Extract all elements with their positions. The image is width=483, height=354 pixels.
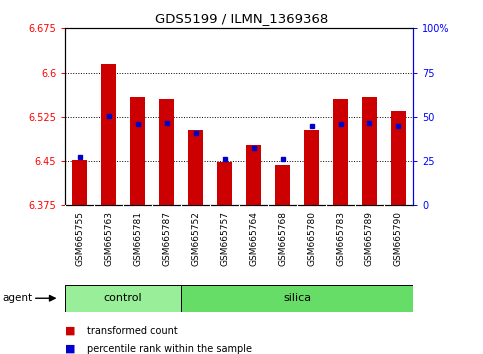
Text: transformed count: transformed count: [87, 326, 178, 336]
Bar: [362, 97, 377, 205]
Text: silica: silica: [283, 293, 311, 303]
Text: GSM665787: GSM665787: [162, 211, 171, 267]
Bar: [188, 130, 203, 205]
Text: GSM665752: GSM665752: [191, 211, 200, 266]
Text: ■: ■: [65, 326, 76, 336]
Text: percentile rank within the sample: percentile rank within the sample: [87, 344, 252, 354]
Bar: [65, 285, 181, 312]
Text: GSM665790: GSM665790: [394, 211, 403, 267]
Bar: [246, 144, 261, 205]
Text: GSM665781: GSM665781: [133, 211, 142, 267]
Text: control: control: [104, 293, 142, 303]
Bar: [275, 165, 290, 205]
Text: agent: agent: [2, 293, 32, 303]
Text: GSM665789: GSM665789: [365, 211, 374, 267]
Bar: [72, 160, 87, 205]
Bar: [181, 285, 413, 312]
Bar: [217, 162, 232, 205]
Text: GSM665780: GSM665780: [307, 211, 316, 267]
Bar: [159, 99, 174, 205]
Text: GSM665755: GSM665755: [75, 211, 84, 267]
Text: GDS5199 / ILMN_1369368: GDS5199 / ILMN_1369368: [155, 12, 328, 25]
Bar: [391, 111, 406, 205]
Text: GSM665768: GSM665768: [278, 211, 287, 267]
Bar: [304, 130, 319, 205]
Text: GSM665764: GSM665764: [249, 211, 258, 266]
Text: GSM665783: GSM665783: [336, 211, 345, 267]
Bar: [130, 97, 145, 205]
Bar: [333, 99, 348, 205]
Text: GSM665757: GSM665757: [220, 211, 229, 267]
Text: ■: ■: [65, 344, 76, 354]
Text: GSM665763: GSM665763: [104, 211, 113, 267]
Bar: [101, 64, 116, 205]
